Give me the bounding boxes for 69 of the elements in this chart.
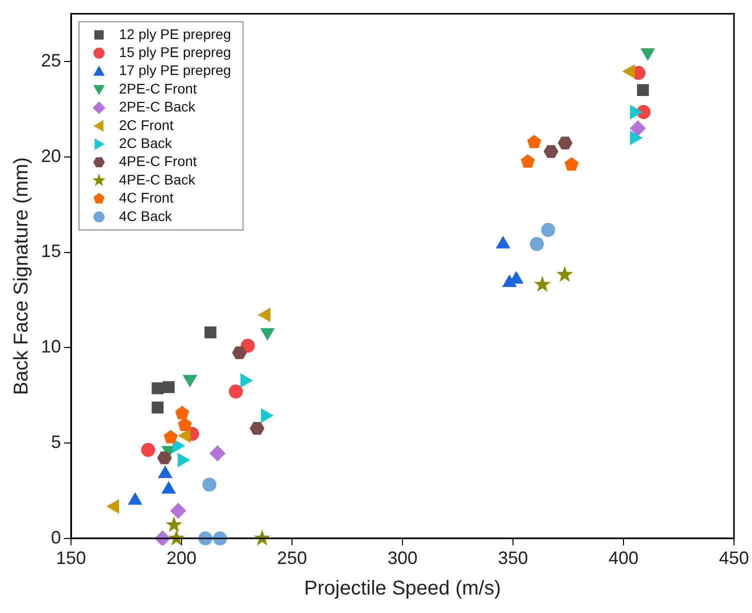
point	[175, 406, 190, 420]
point	[260, 328, 275, 341]
point	[182, 374, 198, 388]
x-tick-label: 200	[166, 548, 197, 568]
legend-label: 2C Front	[119, 116, 174, 133]
x-tick-label: 450	[718, 548, 750, 568]
point	[161, 481, 176, 494]
point	[544, 145, 558, 158]
x-tick-label: 150	[56, 548, 86, 568]
point	[541, 222, 556, 237]
legend-label: 17 ply PE prepreg	[119, 62, 232, 78]
point	[556, 266, 574, 282]
y-tick-label: 5	[51, 432, 62, 452]
point	[128, 492, 142, 505]
point	[158, 465, 172, 478]
point	[534, 276, 551, 292]
point	[141, 442, 156, 457]
legend-label: 2PE-C Back	[119, 98, 196, 115]
x-axis-title: Projectile Speed (m/s)	[304, 578, 501, 600]
point	[164, 430, 178, 444]
point	[630, 120, 646, 136]
y-tick-label: 10	[40, 336, 62, 357]
legend-label: 15 ply PE prepreg	[119, 44, 232, 60]
legend-label: 4PE-C Front	[119, 153, 197, 170]
point	[496, 236, 510, 248]
point	[630, 130, 643, 146]
point	[178, 428, 190, 443]
point	[240, 373, 254, 388]
legend-label: 4C Front	[119, 190, 174, 206]
y-tick-label: 0	[51, 527, 62, 548]
point	[178, 452, 190, 468]
point	[232, 346, 247, 360]
y-tick-label: 25	[40, 50, 62, 70]
legend-label: 2C Back	[119, 134, 173, 151]
point	[166, 516, 182, 532]
point	[260, 408, 274, 423]
point	[157, 452, 172, 464]
legend-label: 4C Back	[119, 208, 173, 224]
legend-label: 2PE-C Front	[119, 80, 197, 96]
legend-label: 4PE-C Back	[119, 171, 196, 188]
x-tick-label: 400	[608, 548, 639, 568]
point	[106, 499, 120, 514]
point	[202, 478, 216, 492]
point	[527, 134, 542, 148]
x-tick-label: 350	[498, 548, 528, 568]
point	[558, 136, 572, 150]
point	[630, 104, 643, 120]
point	[152, 402, 164, 414]
point	[622, 64, 635, 79]
y-axis-title: Back Face Signature (mm)	[10, 157, 33, 396]
y-tick-label: 20	[40, 146, 62, 166]
x-tick-label: 300	[387, 548, 418, 568]
point	[636, 84, 649, 96]
point	[564, 157, 579, 170]
point	[204, 326, 216, 338]
point	[170, 502, 186, 519]
point	[209, 445, 226, 462]
point	[152, 382, 164, 394]
point	[258, 308, 270, 322]
point	[530, 237, 544, 252]
x-tick-label: 250	[276, 548, 308, 568]
legend-label: 12 ply PE prepreg	[119, 26, 232, 42]
point	[250, 422, 264, 435]
point	[178, 418, 192, 431]
y-tick-label: 15	[40, 241, 62, 262]
point	[640, 48, 656, 61]
point	[162, 381, 175, 394]
point	[520, 154, 535, 168]
point	[228, 384, 243, 399]
